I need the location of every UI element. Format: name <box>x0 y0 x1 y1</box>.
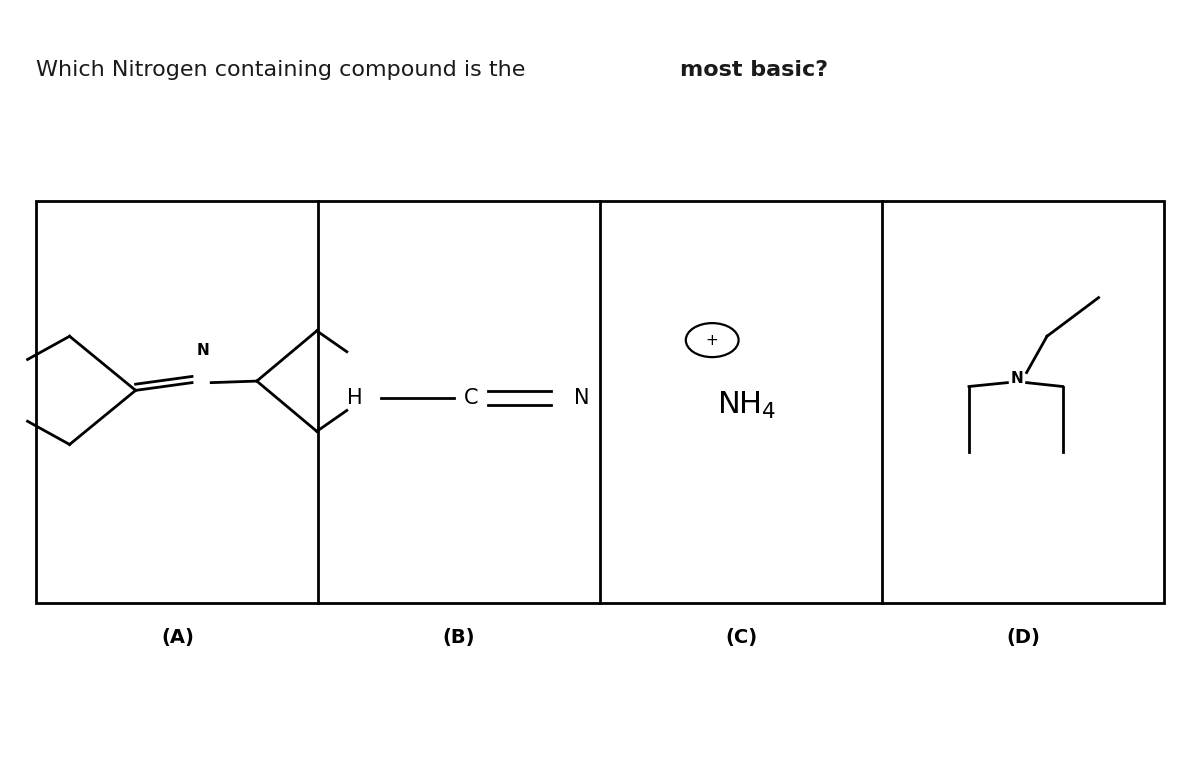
Text: (A): (A) <box>161 628 194 647</box>
Text: (B): (B) <box>443 628 475 647</box>
Text: N: N <box>197 342 209 358</box>
Text: most basic?: most basic? <box>680 60 828 80</box>
Text: NH$_4$: NH$_4$ <box>718 390 776 421</box>
Text: (C): (C) <box>725 628 757 647</box>
Text: Which Nitrogen containing compound is the: Which Nitrogen containing compound is th… <box>36 60 533 80</box>
Text: (D): (D) <box>1006 628 1040 647</box>
Text: +: + <box>706 332 719 348</box>
Text: C: C <box>463 388 479 408</box>
Text: N: N <box>574 388 589 408</box>
Text: H: H <box>347 388 362 408</box>
Bar <box>36 201 1164 603</box>
Text: N: N <box>1010 371 1024 386</box>
